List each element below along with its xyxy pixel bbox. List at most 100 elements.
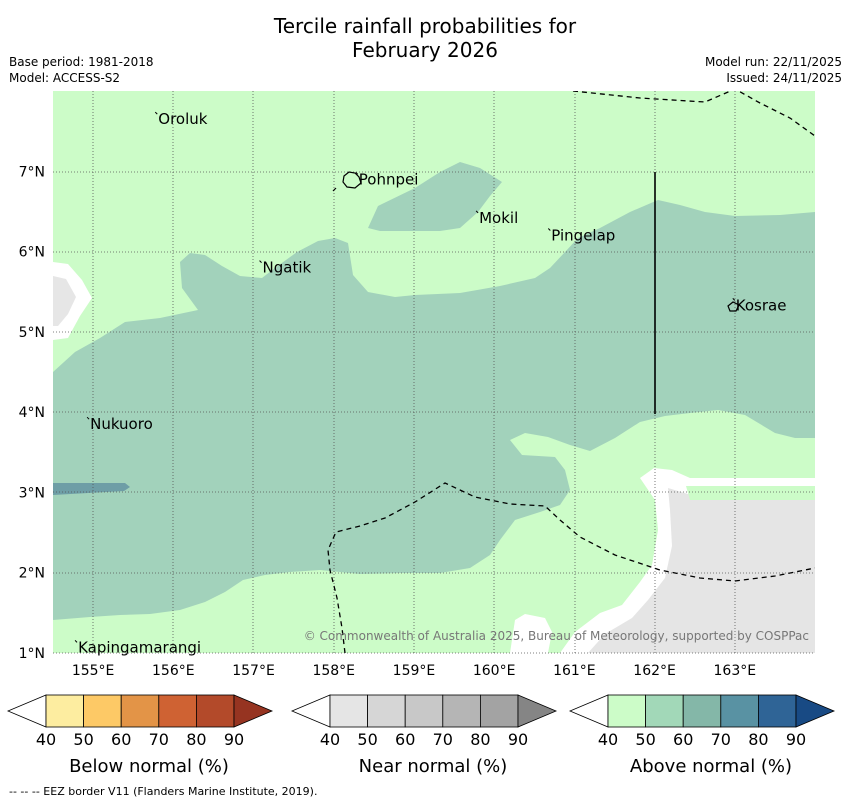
place-marker — [732, 298, 736, 301]
place-marker — [154, 111, 158, 115]
lat-tick-label: 7°N — [19, 164, 45, 180]
colorbar-segment — [120, 694, 160, 728]
colorbar-segment — [404, 694, 444, 728]
place-label-ngatik: Ngatik — [263, 259, 312, 277]
colorbar-segment — [682, 694, 722, 728]
kosrae-island-shape — [727, 301, 740, 312]
lat-tick-label: 3°N — [19, 485, 45, 501]
place-label-kosrae: Kosrae — [736, 296, 787, 314]
above-40-50-east-notch — [686, 486, 815, 500]
colorbar-segment — [329, 694, 368, 728]
pohnpei-island-shape — [342, 171, 362, 189]
lon-tick-label: 156°E — [152, 663, 195, 679]
colorbar-tick-label: 60 — [673, 730, 693, 749]
above-normal-label: Above normal (%) — [630, 756, 792, 777]
above-50-60-patch-mokil — [368, 162, 502, 231]
lon-tick-label: 160°E — [473, 663, 516, 679]
colorbar-tick-label: 70 — [149, 730, 169, 749]
map-gridlines — [53, 91, 815, 654]
near-40-50-west-patch — [53, 276, 76, 326]
colorbar-segment — [83, 694, 122, 728]
near-normal-label: Near normal (%) — [359, 756, 508, 777]
colorbar-segment — [720, 694, 759, 728]
place-label-pingelap: Pingelap — [551, 227, 615, 245]
longitude-labels: 155°E 156°E 157°E 158°E 159°E 160°E 161°E 162°E… — [72, 663, 756, 679]
above-normal-colorbar: 40 50 60 70 80 90 Above normal (%) — [568, 694, 836, 777]
place-label-pohnpei: Pohnpei — [359, 170, 419, 188]
colorbar-max-arrow — [233, 694, 274, 728]
place-marker — [259, 260, 262, 263]
colorbar-tick-label: 50 — [635, 730, 655, 749]
issued-date-text: Issued: 24/11/2025 — [726, 71, 842, 85]
colorbar-tick-label: 40 — [36, 730, 56, 749]
colorbar-tick-label: 50 — [357, 730, 377, 749]
colorbar-max-arrow — [517, 694, 558, 728]
colorbar-tick-label: 80 — [186, 730, 206, 749]
model-run-text: Model run: 22/11/2025 — [704, 55, 842, 69]
map-title-line2: February 2026 — [352, 38, 498, 62]
colorbar-tick-label: 40 — [320, 730, 340, 749]
lat-tick-label: 1°N — [19, 646, 45, 662]
lat-tick-label: 5°N — [19, 325, 45, 341]
latitude-labels: 1°N 2°N 3°N 4°N 5°N 6°N 7°N — [19, 164, 45, 662]
colorbar-min-arrow — [568, 694, 609, 728]
lon-tick-label: 158°E — [312, 663, 355, 679]
eez-border — [327, 91, 815, 653]
colorbar-segment — [645, 694, 684, 728]
colorbar-segment — [367, 694, 406, 728]
above-50-60-region — [53, 200, 815, 620]
place-label-oroluk: Oroluk — [158, 110, 207, 128]
colorbar-segment — [195, 694, 235, 728]
colorbar-max-arrow — [795, 694, 836, 728]
lon-tick-label: 159°E — [393, 663, 436, 679]
lat-tick-label: 2°N — [19, 566, 45, 582]
colorbar-tick-label: 80 — [748, 730, 768, 749]
lat-tick-label: 4°N — [19, 405, 45, 421]
lon-tick-label: 162°E — [633, 663, 676, 679]
below-40-50-south-patch — [510, 614, 552, 653]
colorbar-segment — [442, 694, 481, 728]
lon-tick-label: 161°E — [553, 663, 596, 679]
colorbar-tick-label: 60 — [111, 730, 131, 749]
copyright-text: © Commonwealth of Australia 2025, Bureau… — [304, 629, 809, 643]
colorbar-min-arrow — [290, 694, 331, 728]
legend-colorbars: 40 50 60 70 80 90 Below normal (%) 40 50 60 70 80 90… — [6, 694, 836, 777]
island-outlines — [332, 171, 740, 312]
colorbar-tick-label: 80 — [470, 730, 490, 749]
base-period-text: Base period: 1981-2018 — [9, 55, 154, 69]
place-marker — [547, 228, 551, 231]
map-title-line1: Tercile rainfall probabilities for — [273, 14, 577, 38]
map-title: Tercile rainfall probabilities for Febru… — [0, 14, 850, 62]
model-name-text: Model: ACCESS-S2 — [9, 71, 121, 85]
run-info: Model run: 22/11/2025 Issued: 24/11/2025 — [705, 54, 842, 86]
colorbar-segment — [158, 694, 197, 728]
colorbar-tick-label: 90 — [786, 730, 806, 749]
place-marker — [475, 210, 479, 214]
above-60-70-strip — [53, 483, 130, 495]
colorbar-tick-label: 50 — [73, 730, 93, 749]
below-normal-label: Below normal (%) — [69, 756, 229, 777]
near-40-50-east-region — [588, 488, 815, 653]
place-labels: Oroluk Pohnpei Mokil Pingelap Ngatik Kosrae Nu… — [74, 110, 787, 656]
place-label-nukuoro: Nukuoro — [90, 415, 153, 433]
colorbar-tick-label: 70 — [711, 730, 731, 749]
lat-tick-label: 6°N — [19, 245, 45, 261]
colorbar-tick-label: 70 — [433, 730, 453, 749]
place-marker — [74, 640, 78, 643]
lon-tick-label: 163°E — [714, 663, 757, 679]
eez-footnote: -- -- -- EEZ border V11 (Flanders Marine… — [9, 785, 318, 798]
colorbar-tick-label: 60 — [395, 730, 415, 749]
place-label-kapingamarangi: Kapingamarangi — [78, 638, 201, 656]
map-area — [53, 91, 815, 653]
lon-tick-label: 157°E — [232, 663, 275, 679]
lon-tick-label: 155°E — [72, 663, 115, 679]
model-info: Base period: 1981-2018 Model: ACCESS-S2 — [9, 54, 154, 86]
colorbar-min-arrow — [6, 694, 47, 728]
colorbar-segment — [607, 694, 646, 728]
below-normal-colorbar: 40 50 60 70 80 90 Below normal (%) — [6, 694, 274, 777]
colorbar-tick-label: 90 — [224, 730, 244, 749]
colorbar-segment — [758, 694, 797, 728]
colorbar-segment — [479, 694, 519, 728]
